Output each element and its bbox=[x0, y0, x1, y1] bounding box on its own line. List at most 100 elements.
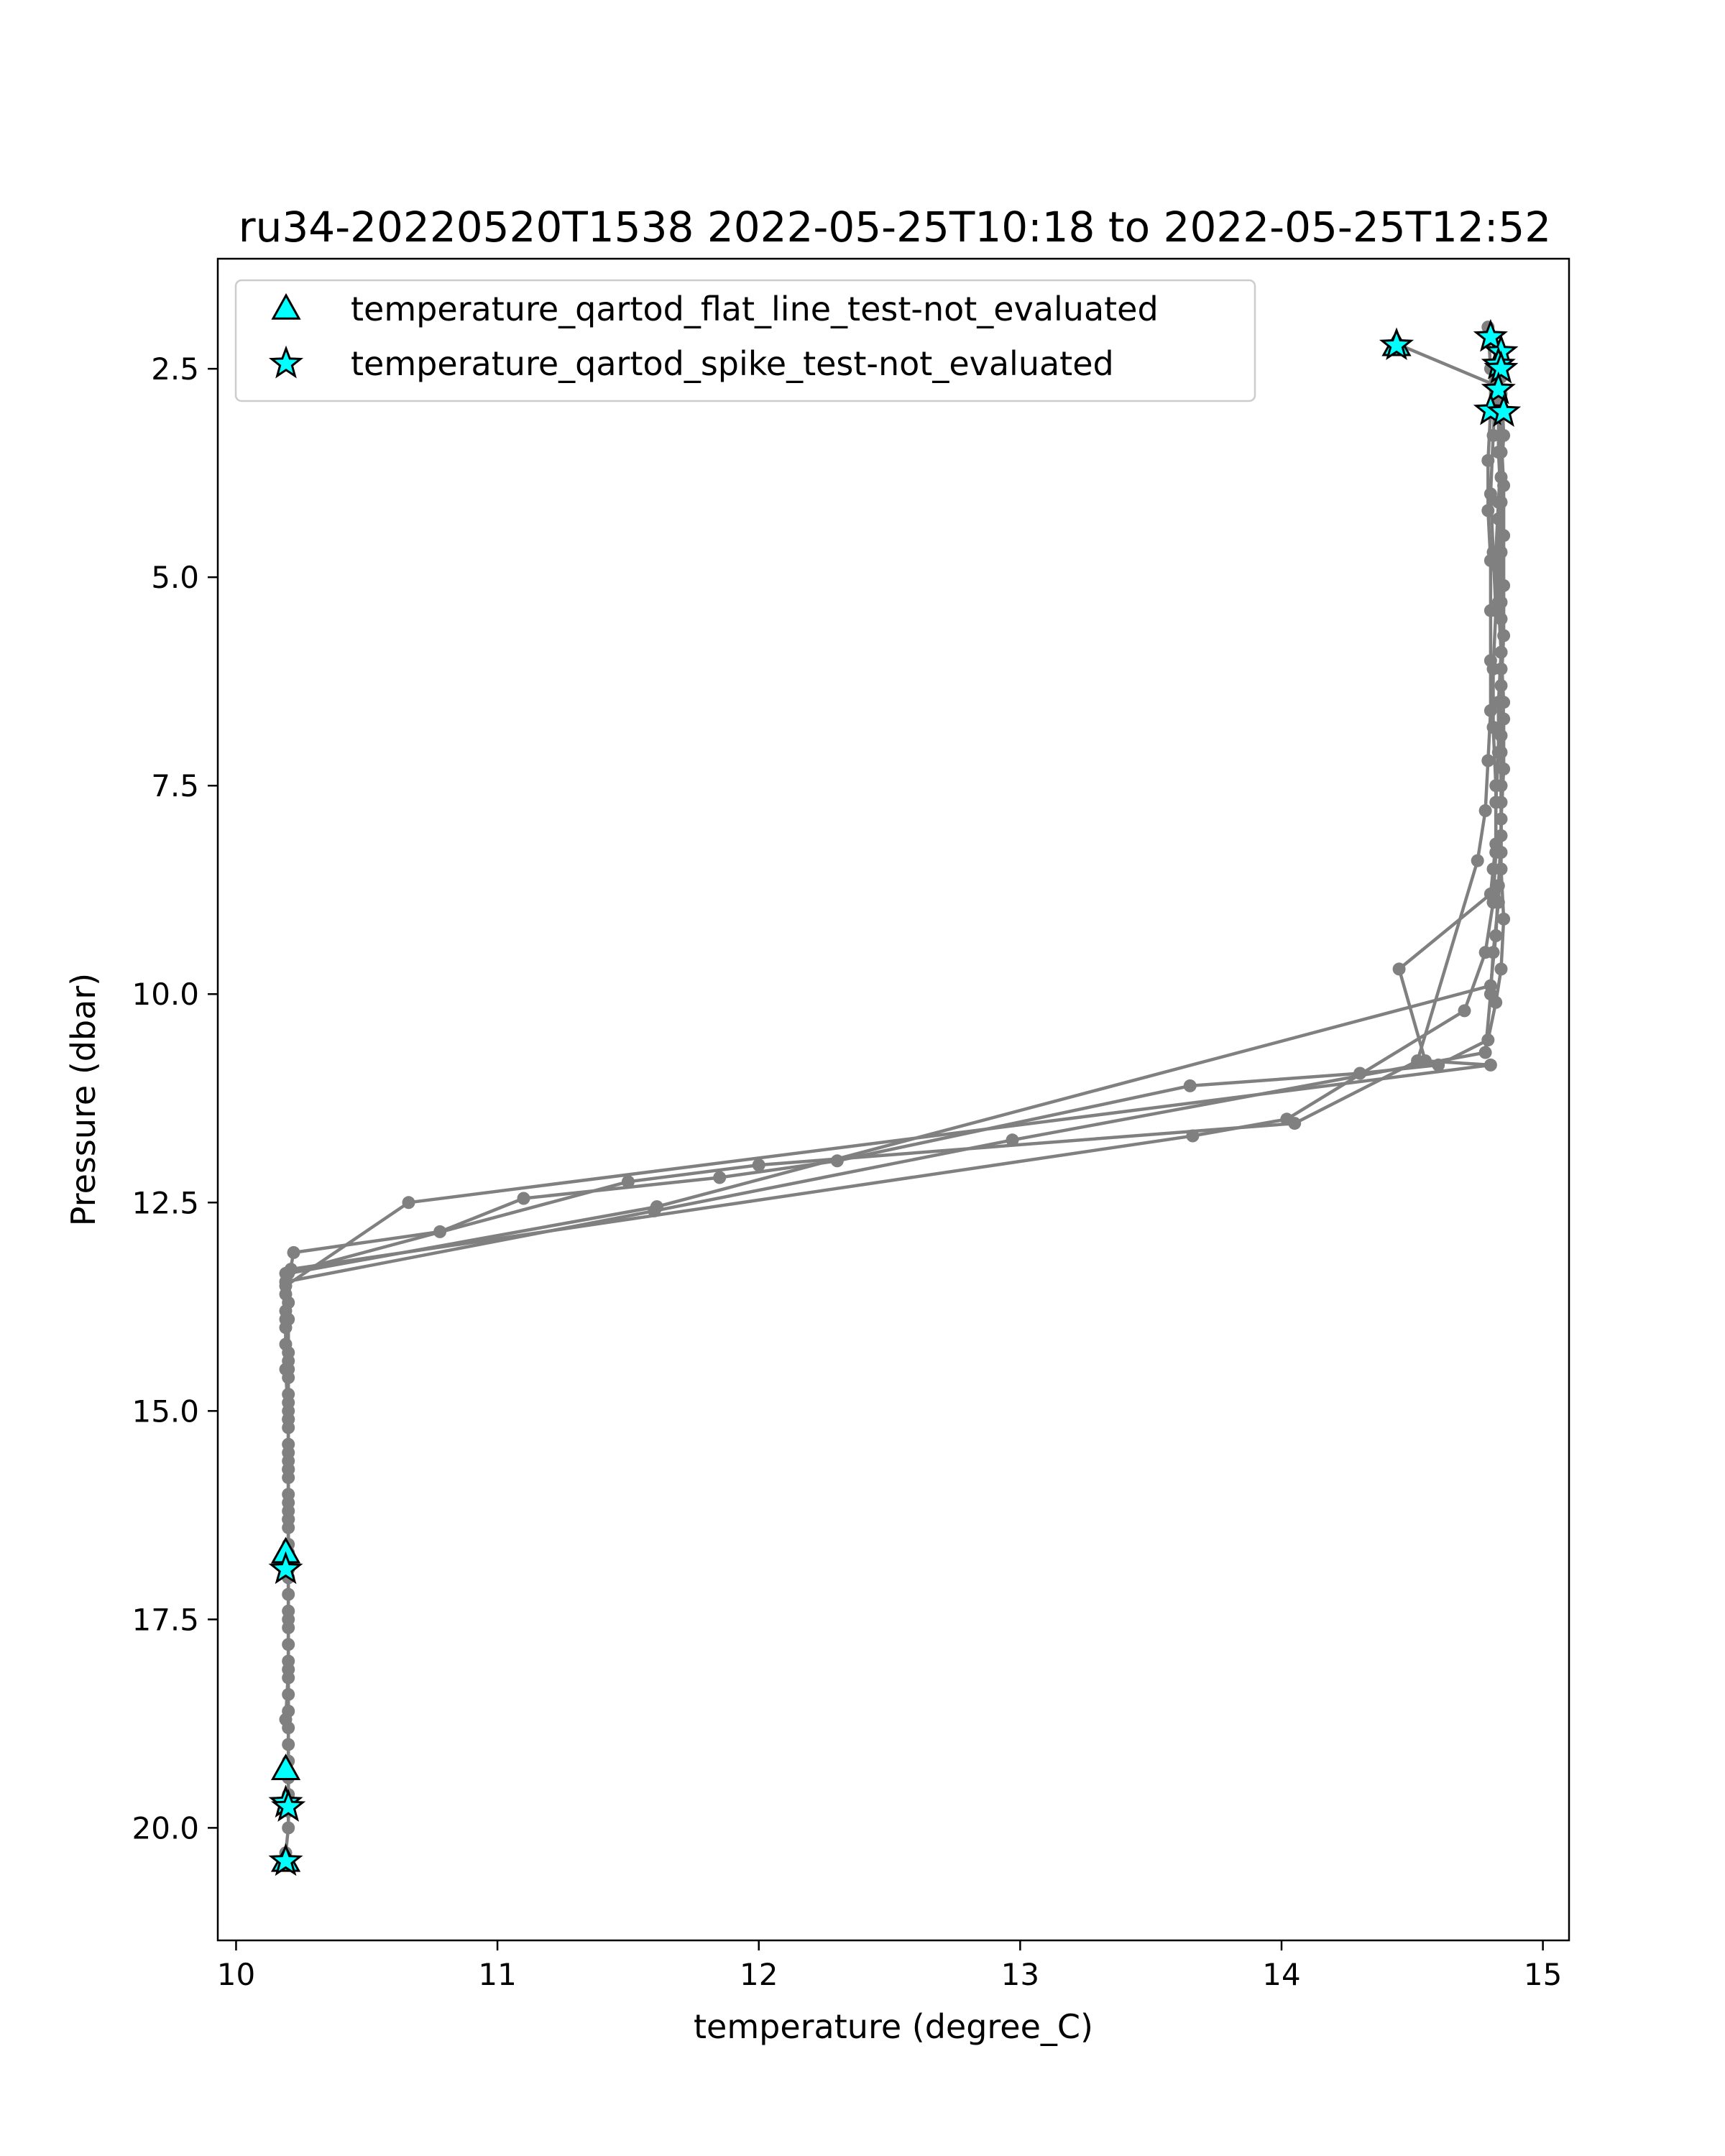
profile-point bbox=[1419, 1054, 1432, 1068]
profile-point bbox=[1491, 512, 1505, 525]
star-marker bbox=[1473, 318, 1508, 352]
star-marker bbox=[1484, 350, 1519, 384]
profile-point bbox=[1494, 812, 1508, 826]
profile-point bbox=[282, 1613, 295, 1626]
triangle-marker bbox=[270, 1754, 301, 1780]
x-tick-label: 12 bbox=[740, 1957, 778, 1992]
profile-point bbox=[1497, 763, 1511, 775]
profile-point bbox=[1481, 453, 1495, 467]
y-tick-label: 10.0 bbox=[132, 977, 199, 1012]
profile-point bbox=[1186, 1129, 1200, 1143]
profile-point bbox=[1494, 596, 1508, 609]
y-axis-label: Pressure (dbar) bbox=[64, 973, 103, 1226]
qc-markers bbox=[268, 318, 1522, 1876]
profile-point bbox=[1489, 929, 1503, 942]
profile-point bbox=[1486, 895, 1500, 909]
profile-point bbox=[1497, 579, 1511, 592]
profile-point bbox=[282, 1296, 295, 1309]
star-marker bbox=[268, 1551, 303, 1585]
profile-point bbox=[1481, 754, 1495, 768]
x-tick-label: 14 bbox=[1262, 1957, 1300, 1992]
profile-point bbox=[1491, 745, 1505, 759]
profile-point bbox=[1497, 529, 1511, 543]
profile-point bbox=[1484, 1058, 1497, 1072]
profile-point bbox=[282, 1513, 295, 1526]
profile-point bbox=[1497, 479, 1511, 492]
profile-point bbox=[1458, 1004, 1471, 1018]
x-tick-label: 11 bbox=[478, 1957, 516, 1992]
profile-point bbox=[1481, 1033, 1495, 1047]
profile-point bbox=[282, 1363, 295, 1376]
star-marker bbox=[1486, 394, 1522, 427]
profile-point bbox=[1486, 862, 1500, 876]
profile-point bbox=[752, 1158, 765, 1172]
profile-point bbox=[1491, 446, 1505, 459]
profile-point bbox=[713, 1171, 727, 1184]
legend-label: temperature_qartod_spike_test-not_evalua… bbox=[351, 344, 1114, 383]
profile-point bbox=[1494, 779, 1508, 793]
legend-label: temperature_qartod_flat_line_test-not_ev… bbox=[351, 290, 1159, 328]
profile-point bbox=[621, 1175, 635, 1189]
profile-point bbox=[1353, 1067, 1367, 1080]
profile-point bbox=[1494, 729, 1508, 742]
profile-point bbox=[282, 1496, 295, 1509]
profile-point bbox=[1494, 645, 1508, 659]
y-tick-label: 2.5 bbox=[151, 351, 199, 387]
profile-point bbox=[282, 1638, 295, 1651]
profile-point bbox=[1484, 487, 1497, 501]
x-tick-label: 15 bbox=[1524, 1957, 1562, 1992]
profile-point bbox=[1489, 796, 1503, 809]
profile-point bbox=[1491, 879, 1505, 893]
profile-point bbox=[830, 1154, 844, 1168]
profile-point bbox=[1478, 946, 1492, 959]
profile-point bbox=[282, 1738, 295, 1751]
profile-point bbox=[282, 1346, 295, 1360]
x-axis: 10 11 12 13 14 15 bbox=[217, 1940, 1562, 1992]
profile-point bbox=[1494, 545, 1508, 559]
profile-point bbox=[282, 1663, 295, 1676]
profile-point bbox=[282, 1312, 295, 1326]
profile-point bbox=[1486, 721, 1500, 734]
y-axis: 2.5 5.0 7.5 10.0 12.5 15.0 17.5 20.0 bbox=[132, 351, 218, 1846]
profile-point bbox=[287, 1245, 300, 1259]
profile-point bbox=[1280, 1112, 1294, 1126]
profile-point bbox=[1478, 804, 1492, 817]
profile-point bbox=[282, 1821, 295, 1835]
profile-point bbox=[1183, 1079, 1197, 1092]
y-tick-label: 12.5 bbox=[132, 1185, 199, 1220]
y-tick-label: 20.0 bbox=[132, 1810, 199, 1846]
plot-area bbox=[268, 318, 1522, 1876]
plot-frame bbox=[216, 257, 1570, 1942]
profile-point bbox=[1484, 979, 1497, 992]
profile-point bbox=[1006, 1133, 1019, 1147]
legend: temperature_qartod_flat_line_test-not_ev… bbox=[234, 279, 1256, 402]
profile-point bbox=[1497, 712, 1511, 726]
chart-title: ru34-20220520T1538 2022-05-25T10:18 to 2… bbox=[239, 203, 1551, 252]
profile-point bbox=[1484, 704, 1497, 717]
star-marker bbox=[1481, 371, 1516, 405]
star-marker bbox=[268, 1843, 303, 1876]
profile-point bbox=[517, 1192, 530, 1205]
y-tick-label: 5.0 bbox=[151, 560, 199, 595]
profile-point bbox=[433, 1225, 447, 1238]
profile-point bbox=[1491, 562, 1505, 576]
profile-point bbox=[1489, 846, 1503, 859]
profile-point bbox=[1494, 428, 1508, 442]
profile-point bbox=[282, 1687, 295, 1701]
profile-point bbox=[279, 1713, 293, 1726]
x-tick-label: 13 bbox=[1001, 1957, 1039, 1992]
profile-point bbox=[1497, 629, 1511, 642]
profile-point bbox=[1494, 679, 1508, 692]
profile-point bbox=[1494, 829, 1508, 842]
profile-point bbox=[1481, 504, 1495, 517]
y-tick-label: 15.0 bbox=[132, 1393, 199, 1429]
profile-point bbox=[1432, 1058, 1445, 1072]
profile-point bbox=[402, 1196, 415, 1210]
profile-point bbox=[1491, 696, 1505, 709]
profile-point bbox=[1486, 662, 1500, 676]
profile-point bbox=[1494, 495, 1508, 509]
profile-point bbox=[1497, 912, 1511, 926]
legend-triangle-icon bbox=[271, 292, 301, 320]
profile-point bbox=[282, 1588, 295, 1601]
